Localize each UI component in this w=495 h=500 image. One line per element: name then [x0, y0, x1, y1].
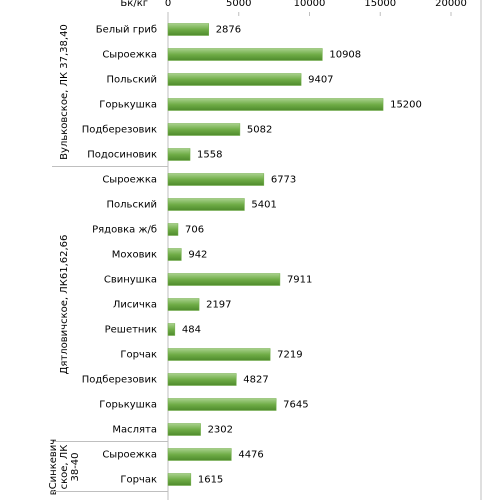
category-label: Лисичка — [113, 300, 157, 311]
x-tick-label: 0 — [165, 0, 171, 9]
value-label: 484 — [182, 325, 201, 336]
category-label: Свинушка — [104, 275, 157, 286]
category-label: Белый гриб — [96, 25, 157, 36]
value-label: 4827 — [243, 375, 268, 386]
group-label: ское, ЛК — [59, 445, 70, 490]
category-label: Горчак — [120, 475, 157, 486]
group-label: 38-40 — [70, 452, 81, 481]
bar — [167, 173, 265, 186]
category-label: Подосиновик — [87, 150, 157, 161]
bar — [167, 373, 237, 386]
value-label: 6773 — [271, 175, 296, 186]
group-label: Вульковское, ЛК 37,38,40 — [59, 24, 70, 160]
x-axis-title: Бк/кг — [120, 0, 148, 9]
bar — [167, 423, 201, 436]
category-label: Горькушка — [99, 100, 157, 111]
value-label: 706 — [185, 225, 204, 236]
bar — [167, 298, 200, 311]
bar — [167, 398, 277, 411]
value-label: 942 — [188, 250, 207, 261]
value-label: 2302 — [208, 425, 233, 436]
category-label: Горчак — [120, 350, 157, 361]
value-label: 1558 — [197, 150, 222, 161]
group-label: вСинкевич — [48, 439, 59, 495]
value-label: 15200 — [390, 100, 422, 111]
bar — [167, 48, 323, 61]
value-label: 7645 — [283, 400, 308, 411]
x-tick-label: 5000 — [226, 0, 251, 9]
bar — [167, 448, 232, 461]
x-tick-label: 20000 — [435, 0, 467, 9]
value-label: 7219 — [277, 350, 302, 361]
category-label: Моховик — [112, 250, 157, 261]
bar — [167, 223, 179, 236]
category-label: Сыроежка — [102, 450, 157, 461]
category-label: Маслята — [112, 425, 157, 436]
x-tick-label: 10000 — [294, 0, 326, 9]
category-label: Польский — [107, 200, 157, 211]
bar — [167, 248, 182, 261]
group-label: Дятловичское, ЛК61,62,66 — [59, 235, 70, 375]
value-label: 1615 — [198, 475, 223, 486]
bar — [167, 23, 209, 36]
x-tick-label: 15000 — [364, 0, 396, 9]
category-label: Подберезовик — [82, 125, 157, 136]
value-label: 9407 — [308, 75, 333, 86]
value-label: 7911 — [287, 275, 312, 286]
bar — [167, 98, 384, 111]
bar — [167, 73, 302, 86]
value-label: 4476 — [238, 450, 263, 461]
category-label: Сыроежка — [102, 50, 157, 61]
category-label: Сыроежка — [102, 175, 157, 186]
value-label: 5401 — [251, 200, 276, 211]
bar — [167, 273, 281, 286]
category-label: Решетник — [105, 325, 157, 336]
category-label: Польский — [107, 75, 157, 86]
category-label: Рядовка ж/б — [92, 225, 157, 236]
bar — [167, 348, 271, 361]
bar — [167, 323, 176, 336]
value-label: 2876 — [216, 25, 241, 36]
category-label: Подберезовик — [82, 375, 157, 386]
bar — [167, 198, 245, 211]
bar — [167, 123, 241, 136]
value-label: 2197 — [206, 300, 231, 311]
bar — [167, 473, 192, 486]
value-label: 5082 — [247, 125, 272, 136]
bar — [167, 148, 191, 161]
value-label: 10908 — [329, 50, 361, 61]
category-label: Горькушка — [99, 400, 157, 411]
